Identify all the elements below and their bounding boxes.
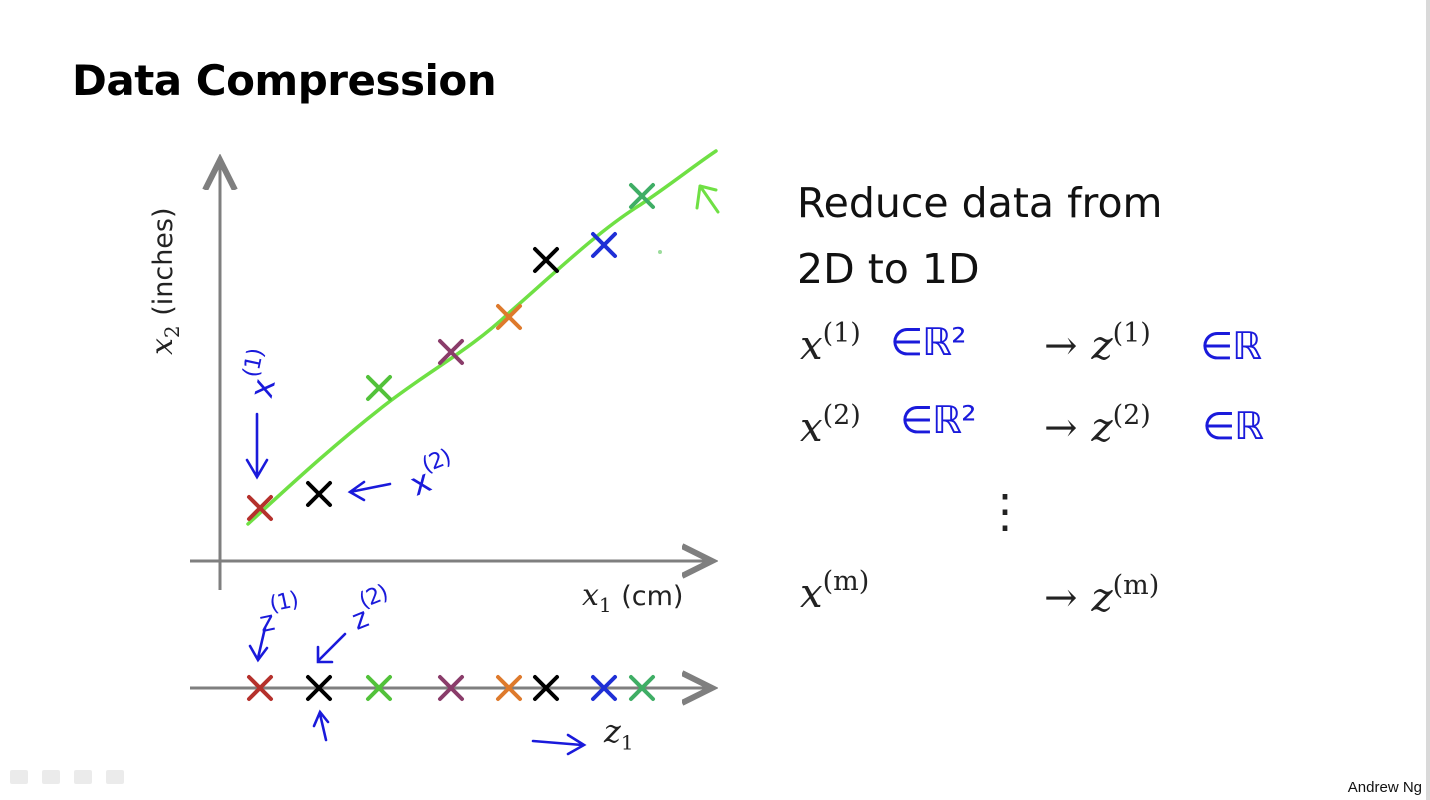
- data-point-1d-1: [247, 675, 273, 701]
- mapping-2-x-sup: (2): [822, 400, 861, 431]
- x-axis-unit: (cm): [621, 581, 684, 612]
- mapping-row-1-x: x(1): [800, 318, 861, 369]
- x-axis-label: x1 (cm): [582, 578, 683, 617]
- data-point-1d-4: [438, 675, 464, 701]
- z1-point-up-arrow-icon: [312, 709, 330, 742]
- mapping-2-x-var: x: [800, 405, 823, 451]
- mapping-2-z-sup: (2): [1112, 400, 1151, 431]
- z-axis-var: z: [604, 712, 621, 750]
- mapping-row-1-z: → z(1): [1044, 318, 1151, 369]
- ellipsis: ⋮: [982, 484, 1028, 538]
- mapping-m-z-sup: (m): [1112, 570, 1160, 601]
- x1-down-arrow-icon: [245, 412, 269, 480]
- z-axis-sub: 1: [620, 730, 634, 755]
- mapping-row-2-z: → z(2): [1044, 400, 1151, 451]
- data-point-1d-5: [496, 675, 522, 701]
- y-axis-var: x: [145, 338, 180, 355]
- data-point-2d-6: [533, 247, 559, 273]
- heading-line-2: 2D to 1D: [797, 245, 980, 293]
- mapping-2-z-var: z: [1091, 405, 1113, 451]
- mapping-row-2-space: ∈ℝ²: [900, 398, 976, 442]
- mapping-m-z-var: z: [1091, 575, 1113, 621]
- data-point-1d-7: [591, 675, 617, 701]
- mapping-row-1-space: ∈ℝ²: [890, 320, 966, 364]
- mapping-1-x-var: x: [800, 323, 823, 369]
- z-axis-label: z1: [604, 712, 634, 754]
- prev-slide-icon[interactable]: [10, 770, 28, 784]
- y-axis-unit: (inches): [148, 207, 179, 316]
- data-point-2d-7: [591, 232, 617, 258]
- data-point-1d-3: [366, 675, 392, 701]
- mapping-m-x-sup: (m): [822, 566, 870, 597]
- annotation-x1-sup: (1): [238, 346, 270, 380]
- annotation-x1: x(1): [235, 347, 289, 401]
- data-point-2d-3: [366, 375, 392, 401]
- data-point-2d-8: [629, 183, 655, 209]
- mapping-row-2-x: x(2): [800, 400, 861, 451]
- annotation-z1-sup: (1): [267, 587, 301, 618]
- z-direction-arrow-icon: [531, 733, 587, 756]
- x-axis-var: x: [582, 578, 599, 613]
- slides-icon[interactable]: [74, 770, 92, 784]
- mapping-m-x-var: x: [800, 571, 823, 617]
- mapping-1-z-sup: (1): [1112, 318, 1151, 349]
- data-point-1d-6: [533, 675, 559, 701]
- heading-line-1: Reduce data from: [797, 179, 1163, 227]
- mapping-row-1-zspace: ∈ℝ: [1200, 324, 1262, 368]
- mapping-row-m-z: → z(m): [1044, 570, 1159, 621]
- data-point-2d-4: [438, 339, 464, 365]
- x2-left-arrow-icon: [347, 480, 392, 502]
- mapping-1-x-sup: (1): [822, 318, 861, 349]
- data-point-1d-8: [629, 675, 655, 701]
- annotation-z1: z(1): [254, 587, 304, 639]
- projection-line: [246, 149, 718, 526]
- data-point-2d-1: [247, 495, 273, 521]
- mapping-1-arrow-icon: →: [1044, 323, 1078, 369]
- slide-edge: [1426, 0, 1430, 800]
- data-point-1d-2: [306, 675, 332, 701]
- slide-heading: Reduce data from 2D to 1D: [797, 170, 1162, 302]
- z1-down-arrow-icon: [248, 626, 269, 663]
- mapping-row-2-zspace: ∈ℝ: [1202, 404, 1264, 448]
- data-point-2d-5: [496, 304, 522, 330]
- pen-icon[interactable]: [42, 770, 60, 784]
- y-axis-label: x2 (inches): [145, 207, 184, 355]
- mapping-row-m-x: x(m): [800, 566, 869, 617]
- data-points-2d: [247, 183, 655, 521]
- z2-down-left-arrow-icon: [316, 632, 347, 664]
- data-point-2d-2: [306, 481, 332, 507]
- x-axis-sub: 1: [598, 593, 612, 617]
- mapping-2-arrow-icon: →: [1044, 405, 1078, 451]
- y-axis-sub: 2: [160, 325, 184, 339]
- line-extension-arrow-icon: [695, 184, 720, 214]
- data-points-1d: [247, 675, 655, 701]
- mapping-1-z-var: z: [1091, 323, 1113, 369]
- slide-title: Data Compression: [72, 56, 497, 105]
- mapping-m-arrow-icon: →: [1044, 575, 1078, 621]
- next-slide-icon[interactable]: [106, 770, 124, 784]
- slide-footer: Andrew Ng: [1347, 779, 1422, 796]
- presentation-toolbar[interactable]: [10, 770, 124, 784]
